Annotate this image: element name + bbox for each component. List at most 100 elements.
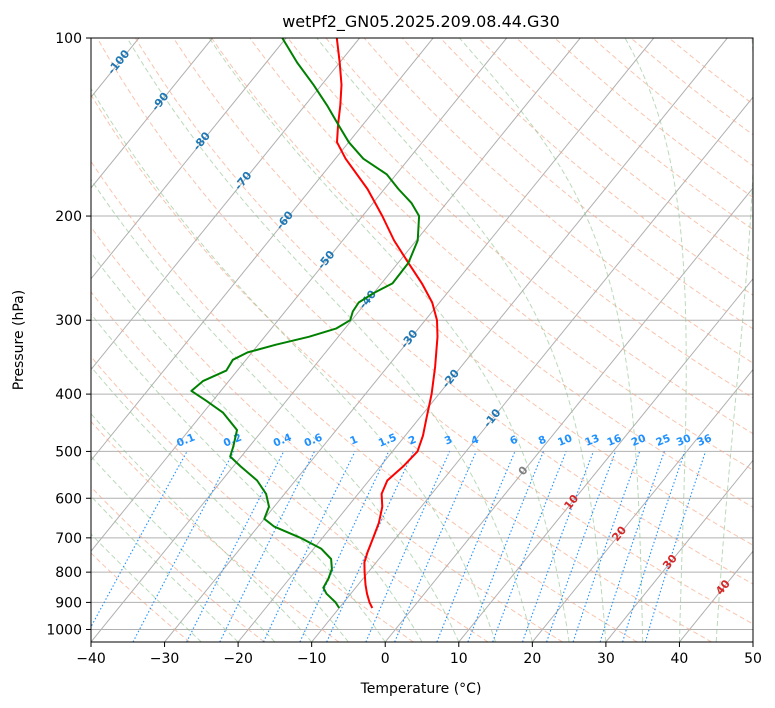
y-tick-label: 600 bbox=[55, 491, 82, 507]
x-tick-label: 50 bbox=[744, 651, 762, 667]
mixing-ratio-label: 0.1 bbox=[175, 432, 197, 450]
dry-adiabat-line bbox=[173, 38, 753, 546]
isotherm-line bbox=[91, 38, 434, 462]
x-tick-label: 20 bbox=[523, 651, 541, 667]
isotherm-line bbox=[531, 368, 753, 642]
dry-adiabat-line bbox=[325, 38, 753, 399]
x-tick-label: 30 bbox=[597, 651, 615, 667]
mixing-ratio-label: 6 bbox=[508, 434, 519, 448]
x-tick-label: −20 bbox=[223, 651, 253, 667]
mixing-ratio-line bbox=[546, 451, 617, 642]
isotherm-line bbox=[164, 38, 655, 642]
y-tick-label: 1000 bbox=[46, 622, 82, 638]
mixing-ratio-label: 10 bbox=[556, 432, 574, 449]
x-axis-label: Temperature (°C) bbox=[360, 681, 482, 697]
isotherm-line bbox=[237, 38, 728, 642]
mixing-ratio-label: 20 bbox=[630, 432, 648, 449]
moist-adiabat-line bbox=[91, 495, 239, 642]
x-tick-label: 10 bbox=[450, 651, 468, 667]
mixing-ratio-label: 0.6 bbox=[302, 432, 324, 450]
x-tick-label: 40 bbox=[671, 651, 689, 667]
chart-title: wetPf2_GN05.2025.209.08.44.G30 bbox=[282, 12, 560, 32]
y-tick-label: 700 bbox=[55, 531, 82, 547]
mixing-ratio-label: 30 bbox=[675, 432, 693, 449]
dry-adiabat-line bbox=[592, 38, 753, 167]
isotherm-line bbox=[91, 38, 360, 371]
dry-adiabat-line bbox=[91, 226, 563, 642]
isotherm-line bbox=[605, 459, 753, 642]
mixing-ratio-label: 2 bbox=[407, 434, 418, 448]
mixing-ratio-line bbox=[467, 451, 545, 642]
mixing-ratio-line bbox=[394, 451, 477, 642]
mixing-ratio-label: 1.5 bbox=[377, 432, 399, 450]
isotherm-line bbox=[384, 187, 753, 642]
dry-adiabats bbox=[91, 38, 753, 642]
isotherm-line bbox=[311, 96, 753, 642]
mixing-ratio-line bbox=[91, 451, 188, 629]
dry-adiabat-line bbox=[440, 38, 753, 296]
mixing-ratio-label: 36 bbox=[695, 432, 713, 449]
mixing-ratio-line bbox=[521, 451, 594, 642]
dry-adiabat-line bbox=[91, 486, 265, 642]
dry-adiabat-line bbox=[134, 38, 753, 585]
mixing-ratio-line bbox=[263, 451, 356, 642]
dry-adiabat-line bbox=[91, 420, 340, 642]
moist-adiabat-line bbox=[91, 455, 276, 642]
dry-adiabat-line bbox=[554, 38, 753, 199]
y-tick-label: 300 bbox=[55, 313, 82, 329]
isotherm-line bbox=[91, 38, 287, 280]
mixing-ratio-line bbox=[365, 451, 451, 642]
plot-frame bbox=[90, 37, 754, 643]
mixing-ratio-lines bbox=[91, 451, 707, 642]
isotherm-line bbox=[752, 641, 753, 642]
dewpoint-profile-line bbox=[190, 38, 421, 609]
dry-adiabat-line bbox=[249, 38, 753, 471]
mixing-ratio-label: 8 bbox=[537, 434, 548, 448]
moist-adiabat-line bbox=[91, 178, 460, 642]
y-tick-label: 400 bbox=[55, 387, 82, 403]
mixing-ratio-line bbox=[436, 451, 516, 642]
y-tick-label: 100 bbox=[55, 31, 82, 47]
dry-adiabat-labels: -100-90-80-70-60-50-40-30-20-10 bbox=[105, 47, 504, 430]
mixing-ratio-label: 0.4 bbox=[272, 432, 294, 450]
y-axis-label: Pressure (hPa) bbox=[11, 290, 27, 390]
moist-adiabat-line bbox=[316, 38, 607, 642]
mixing-ratio-labels: 0.1 0.2 0.4 0.6 1 1.5 2 3 4 6 8 10 13 16 20 25 30 36 bbox=[175, 432, 713, 450]
isotherm-grid bbox=[91, 38, 753, 642]
mixing-ratio-line bbox=[492, 451, 567, 642]
isobar-grid bbox=[91, 38, 753, 630]
moist-adiabat-line bbox=[208, 38, 570, 642]
dry-adiabat-line bbox=[363, 38, 753, 364]
mixing-ratio-label: 1 bbox=[348, 434, 359, 448]
dry-adiabat-line bbox=[287, 38, 753, 435]
mixing-ratio-label: 13 bbox=[583, 432, 601, 449]
mixing-ratio-label: 4 bbox=[469, 434, 480, 448]
mixing-ratio-line bbox=[132, 451, 235, 642]
isotherm-line bbox=[91, 38, 213, 189]
x-tick-label: 0 bbox=[381, 651, 390, 667]
mixing-ratio-label: 25 bbox=[654, 432, 672, 449]
dry-adiabat-line bbox=[478, 38, 753, 263]
x-axis: −40 −30 −20 −10 0 10 20 30 40 50 bbox=[76, 642, 762, 667]
dry-adiabat-line bbox=[91, 355, 414, 642]
mixing-ratio-line bbox=[299, 451, 390, 642]
y-axis: 100 200 300 400 500 600 700 800 900 1000 bbox=[46, 31, 91, 638]
moist-adiabat-line bbox=[91, 412, 313, 642]
y-tick-label: 900 bbox=[55, 595, 82, 611]
mixing-ratio-line bbox=[219, 451, 315, 642]
dry-adiabat-line bbox=[91, 93, 712, 642]
mixing-ratio-line bbox=[186, 451, 285, 642]
isotherm-line bbox=[458, 277, 753, 642]
moist-adiabat-line bbox=[459, 38, 644, 642]
dry-adiabat-line bbox=[96, 38, 753, 625]
mixing-ratio-line bbox=[622, 451, 686, 642]
moist-adiabats bbox=[91, 38, 753, 642]
mixing-ratio-label: 16 bbox=[605, 432, 623, 449]
mixing-ratio-line bbox=[599, 451, 665, 642]
isotherm-line bbox=[91, 38, 581, 642]
x-tick-label: −30 bbox=[150, 651, 180, 667]
x-tick-label: −10 bbox=[297, 651, 327, 667]
moist-adiabat-line bbox=[91, 533, 202, 642]
